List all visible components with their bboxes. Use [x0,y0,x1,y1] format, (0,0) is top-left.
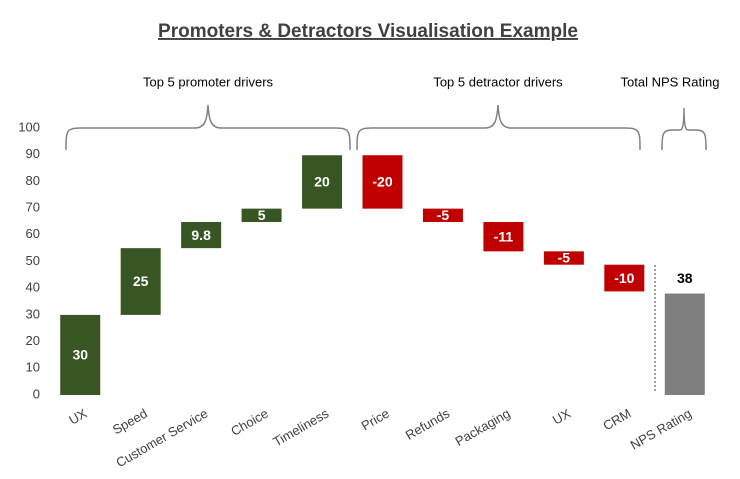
annotation: Top 5 promoter drivers [143,74,274,89]
y-tick-label: 30 [26,306,40,321]
x-tick-label: Packaging [453,406,513,449]
data-label: 38 [677,270,693,286]
data-label: 9.8 [191,227,211,243]
y-tick-label: 10 [26,360,40,375]
bar [664,293,705,395]
x-tick-label: UX [550,405,573,427]
y-tick-label: 90 [26,146,40,161]
bar [181,221,222,249]
x-tick-label: UX [66,405,89,427]
bar [120,248,161,315]
bar [422,208,463,222]
bar [543,251,584,265]
bar [302,155,343,209]
bar [362,155,403,209]
data-label: -20 [372,174,392,190]
annotation: Total NPS Rating [621,74,720,89]
brace [65,104,351,151]
brace [661,107,707,151]
chart-title: Promoters & Detractors Visualisation Exa… [158,21,578,42]
bar [483,221,524,252]
data-label: -11 [494,228,514,244]
data-label: -5 [437,207,450,223]
x-tick-label: Price [359,406,392,434]
x-tick-label: NPS Rating [628,406,694,453]
y-tick-label: 60 [26,226,40,241]
bar [241,208,282,222]
x-tick-label: Timeliness [270,405,331,449]
y-tick-label: 100 [18,119,40,134]
y-tick-label: 80 [26,173,40,188]
x-tick-label: Refunds [403,405,453,442]
annotation: Top 5 detractor drivers [433,74,563,89]
data-label: 25 [133,273,149,289]
y-tick-label: 50 [26,253,40,268]
bar [604,264,645,292]
data-label: 5 [258,207,266,223]
data-label: 30 [72,347,88,363]
data-label: 20 [314,174,330,190]
x-tick-label: Speed [110,406,150,438]
brace [356,104,641,151]
data-label: -5 [558,250,571,266]
y-tick-label: 0 [33,386,40,401]
y-tick-label: 70 [26,200,40,215]
bar [60,314,101,395]
y-tick-label: 40 [26,280,40,295]
x-tick-label: Choice [228,406,271,439]
data-label: -10 [614,270,634,286]
x-tick-label: CRM [600,406,633,434]
y-tick-label: 20 [26,333,40,348]
